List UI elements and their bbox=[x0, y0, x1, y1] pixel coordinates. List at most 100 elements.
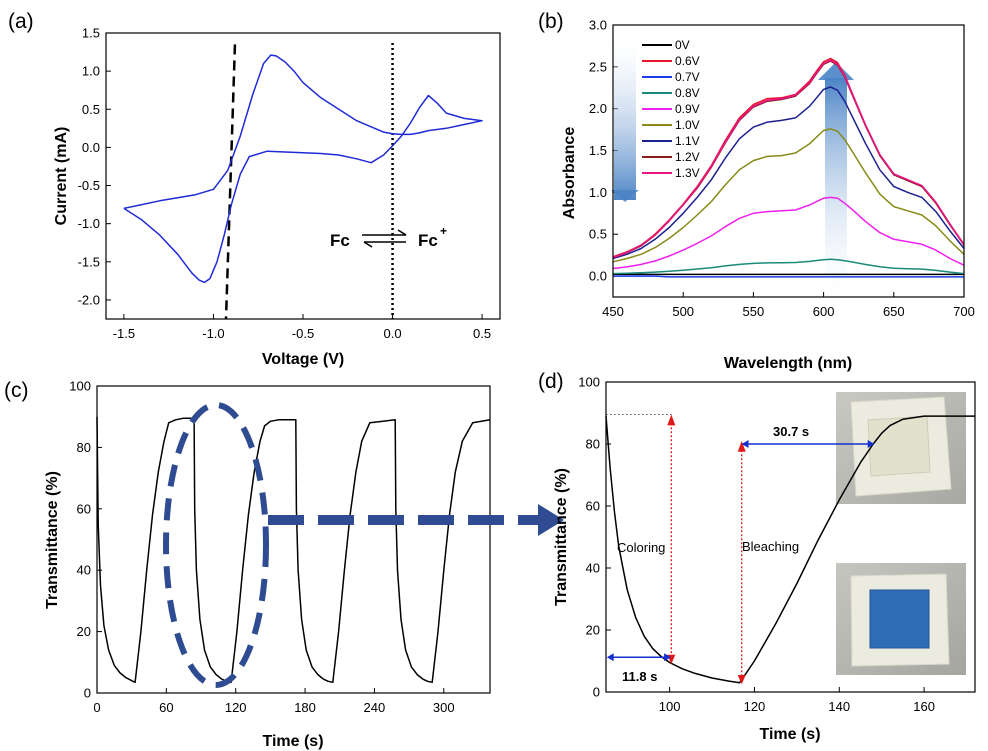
legend-label: 0.6V bbox=[675, 54, 700, 68]
panel-c-xlabel: Time (s) bbox=[262, 733, 323, 750]
panel-a-plot-frame bbox=[105, 32, 501, 320]
legend-label: 0V bbox=[675, 38, 690, 52]
y-tick-label: 3.0 bbox=[589, 18, 607, 33]
panel-c: (c) 0 60 120 180 240 300 0 20 40 60 80 100 Time (s)… bbox=[4, 379, 564, 750]
panel-a-reference-lines bbox=[224, 43, 394, 320]
panel-a-ticks: -1.5 -1.0 -0.5 0.0 0.5 1.5 1.0 0.5 0.0 -0.5 -1.0 -1… bbox=[78, 26, 492, 342]
y-tick-label: -0.5 bbox=[78, 178, 100, 193]
x-tick-label: -0.5 bbox=[292, 326, 314, 341]
x-tick-label: -1.0 bbox=[202, 326, 224, 341]
series-line-0 bbox=[96, 416, 491, 684]
panel-d-ylabel: Transmittance (%) bbox=[553, 468, 570, 606]
x-tick-label: 120 bbox=[744, 699, 766, 714]
fc-label: Fc bbox=[330, 231, 350, 250]
y-tick-label: 0.0 bbox=[82, 140, 100, 155]
y-tick-label: 80 bbox=[77, 440, 91, 455]
y-tick-label: 2.5 bbox=[589, 59, 607, 74]
y-tick-label: 0 bbox=[84, 686, 91, 701]
y-tick-label: -1.5 bbox=[78, 254, 100, 269]
panel-d-plot-frame bbox=[605, 381, 976, 693]
legend-label: 1.0V bbox=[675, 118, 700, 132]
y-tick-label: 1.0 bbox=[589, 185, 607, 200]
y-tick-label: 40 bbox=[77, 563, 91, 578]
y-tick-label: 40 bbox=[586, 561, 600, 576]
panel-a: (a) -1.5 -1.0 -0.5 0.0 0.51.51.00.50.0-0.5-1… bbox=[8, 10, 501, 368]
increase-arrow-shaft bbox=[825, 78, 847, 298]
bleaching-time-label: 30.7 s bbox=[773, 424, 809, 439]
y-tick-label: -1.0 bbox=[78, 216, 100, 231]
red-arrowhead-up-icon-2 bbox=[737, 440, 746, 452]
y-tick-label: 0.5 bbox=[82, 102, 100, 117]
red-arrowhead-down-icon-2 bbox=[737, 674, 746, 685]
series-line-0-8V bbox=[612, 258, 965, 275]
panel-b-ticks: 450 500 550 600 650 700 0.0 0.5 1.0 1.5 2.0 2.5 3.0 bbox=[589, 18, 975, 320]
x-tick-label: -1.5 bbox=[113, 326, 135, 341]
y-tick-label: 100 bbox=[578, 375, 600, 390]
x-tick-label: 0.0 bbox=[384, 326, 402, 341]
coloring-time-label: 11.8 s bbox=[622, 669, 657, 684]
y-tick-label: 20 bbox=[586, 623, 600, 638]
panel-b-spectra bbox=[612, 57, 965, 278]
panel-d-switching-curve bbox=[605, 415, 975, 684]
y-tick-label: 2.0 bbox=[589, 101, 607, 116]
equilibrium-arrows-icon bbox=[362, 229, 407, 248]
y-tick-label: 0.0 bbox=[589, 269, 607, 284]
x-tick-label: 500 bbox=[672, 304, 694, 319]
x-tick-label: 0 bbox=[93, 700, 100, 715]
panel-a-annotation: Fc Fc + bbox=[330, 224, 447, 250]
x-tick-label: 600 bbox=[813, 304, 835, 319]
y-tick-label: 1.0 bbox=[82, 64, 100, 79]
x-tick-label: 180 bbox=[294, 700, 316, 715]
zoom-arrow-icon bbox=[538, 504, 564, 536]
blue-arrowhead-right-icon-2 bbox=[867, 440, 875, 448]
panel-d-markers bbox=[606, 414, 875, 685]
blue-arrowhead-right-icon bbox=[664, 653, 671, 662]
panel-c-switching-curve bbox=[96, 416, 491, 684]
blue-arrowhead-left-icon bbox=[606, 653, 614, 662]
highlight-ellipse bbox=[163, 402, 269, 688]
series-line-0 bbox=[605, 415, 975, 684]
x-tick-label: 160 bbox=[913, 699, 935, 714]
fc-plus-superscript: + bbox=[440, 224, 447, 238]
x-tick-label: 450 bbox=[602, 304, 624, 319]
bleached-film-area bbox=[867, 415, 931, 477]
panel-a-cv-curve bbox=[123, 54, 483, 284]
x-tick-label: 0.5 bbox=[473, 326, 491, 341]
y-tick-label: 1.5 bbox=[82, 26, 100, 41]
panel-b-xlabel: Wavelength (nm) bbox=[724, 355, 852, 372]
legend-label: 1.2V bbox=[675, 150, 700, 164]
fc-plus-label: Fc bbox=[418, 231, 438, 250]
panel-c-ticks: 0 60 120 180 240 300 0 20 40 60 80 100 bbox=[69, 379, 454, 716]
y-tick-label: 100 bbox=[69, 379, 91, 394]
x-tick-label: 140 bbox=[828, 699, 850, 714]
x-tick-label: 60 bbox=[159, 700, 173, 715]
y-tick-label: 80 bbox=[586, 437, 600, 452]
panel-c-ylabel: Transmittance (%) bbox=[44, 471, 61, 609]
down-arrow-icon bbox=[611, 190, 639, 202]
legend-label: 0.7V bbox=[675, 70, 700, 84]
panel-d-xlabel: Time (s) bbox=[759, 726, 820, 743]
blue-arrowhead-left-icon-2 bbox=[741, 440, 749, 448]
panel-b-label: (b) bbox=[538, 10, 564, 33]
y-tick-label: -2.0 bbox=[78, 292, 100, 307]
legend-label: 0.9V bbox=[675, 102, 700, 116]
panel-b: (b) 450 500 550 600 650 700 0.0 0.5 1.0 1.5 2.0 2.5… bbox=[538, 10, 975, 372]
x-tick-label: 550 bbox=[743, 304, 765, 319]
x-tick-label: 100 bbox=[659, 699, 681, 714]
panel-d-ticks: 100 120 140 160 0 20 40 60 80 100 bbox=[578, 375, 935, 715]
series-line-1-2V bbox=[612, 60, 965, 259]
bleaching-label: Bleaching bbox=[742, 539, 799, 554]
decrease-arrow-shaft bbox=[614, 40, 636, 200]
panel-c-plot-frame bbox=[96, 385, 491, 694]
x-tick-label: 300 bbox=[433, 700, 455, 715]
series-line-0 bbox=[123, 54, 483, 284]
y-tick-label: 0.5 bbox=[589, 227, 607, 242]
panel-d: (d) 100 120 140 160 0 20 40 60 80 100 Coloring Bl… bbox=[538, 370, 976, 743]
y-tick-label: 0 bbox=[593, 685, 600, 700]
y-tick-label: 60 bbox=[77, 501, 91, 516]
y-tick-label: 60 bbox=[586, 499, 600, 514]
series-line-0-7V bbox=[613, 275, 964, 278]
legend-label: 0.8V bbox=[675, 86, 700, 100]
x-tick-label: 700 bbox=[953, 304, 975, 319]
